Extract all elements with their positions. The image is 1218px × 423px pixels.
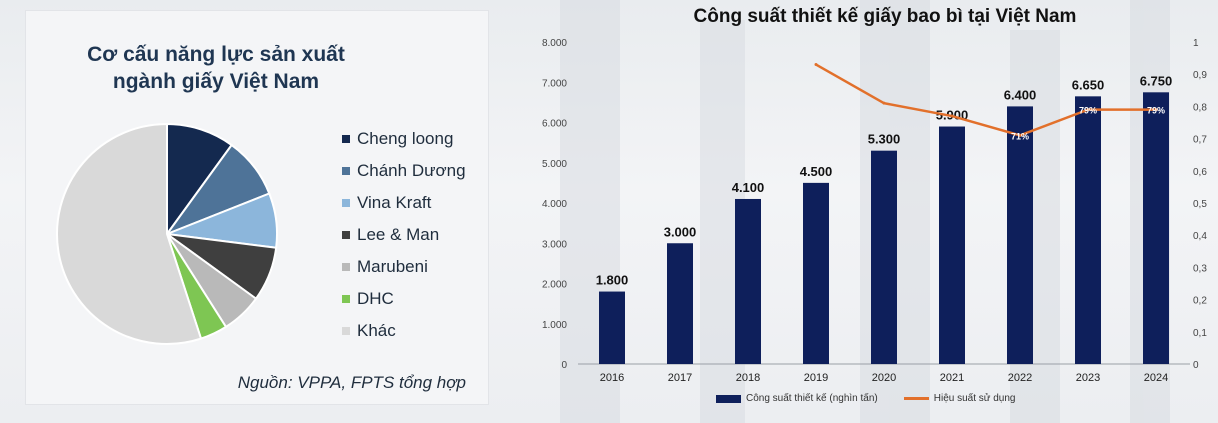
legend-swatch — [342, 263, 350, 271]
right-axis-tick: 0,8 — [1193, 102, 1207, 113]
efficiency-point-2020 — [882, 101, 886, 105]
left-axis-tick: 2.000 — [542, 280, 567, 291]
left-axis-tick: 1.000 — [542, 320, 567, 331]
bar-2017 — [667, 243, 693, 364]
right-axis-tick: 1 — [1193, 38, 1199, 49]
legend-item-vina-kraft: Vina Kraft — [342, 187, 466, 219]
bar-2022 — [1007, 106, 1033, 365]
efficiency-point-2019 — [814, 63, 818, 67]
left-axis-tick: 4.000 — [542, 199, 567, 210]
legend-line-swatch — [903, 397, 929, 400]
bar-2016 — [599, 291, 625, 364]
efficiency-point-2022 — [1018, 133, 1022, 137]
left-axis-tick: 7.000 — [542, 78, 567, 89]
x-axis-tick: 2023 — [1076, 372, 1100, 384]
efficiency-data-label: 71% — [1011, 131, 1029, 141]
legend-label: Khác — [357, 321, 396, 340]
bar-value-label: 1.800 — [596, 273, 629, 288]
left-axis-tick: 5.000 — [542, 159, 567, 170]
left-axis-tick: 6.000 — [542, 119, 567, 130]
pie-source-note: Nguồn: VPPA, FPTS tổng hợp — [237, 373, 466, 392]
efficiency-point-2024 — [1154, 108, 1158, 112]
efficiency-point-2023 — [1086, 108, 1090, 112]
bar-value-label: 3.000 — [664, 224, 697, 239]
legend-label: Lee & Man — [357, 225, 440, 244]
bar-2024 — [1143, 92, 1169, 364]
legend-item-efficiency: Hiệu suất sử dụng — [903, 393, 1016, 404]
x-axis-tick: 2024 — [1144, 372, 1168, 384]
legend-item-capacity: Công suất thiết kế (nghìn tấn) — [716, 393, 878, 404]
legend-label: Cheng loong — [357, 129, 454, 148]
bar-2021 — [939, 126, 965, 365]
pie-chart-panel: Cơ cấu năng lực sản xuất ngành giấy Việt… — [25, 10, 489, 405]
x-axis-tick: 2021 — [940, 372, 964, 384]
legend-label: DHC — [357, 289, 394, 308]
bar-2018 — [735, 198, 761, 364]
right-axis-tick: 0 — [1193, 360, 1199, 371]
legend-swatch — [342, 167, 350, 175]
right-axis-tick: 0,5 — [1193, 199, 1207, 210]
right-axis-tick: 0,2 — [1193, 296, 1207, 307]
legend-item-cheng-loong: Cheng loong — [342, 123, 466, 155]
right-axis-tick: 0,3 — [1193, 263, 1207, 274]
bar-value-label: 6.650 — [1072, 77, 1105, 92]
right-axis-tick: 0,9 — [1193, 70, 1207, 81]
left-axis-tick: 0 — [561, 360, 567, 371]
efficiency-point-2021 — [950, 114, 954, 118]
legend-swatch — [342, 327, 350, 335]
legend-label: Marubeni — [357, 257, 428, 276]
right-axis-tick: 0,1 — [1193, 328, 1207, 339]
bar-2019 — [803, 182, 829, 364]
legend-label: Vina Kraft — [357, 193, 432, 212]
left-axis-tick: 8.000 — [542, 38, 567, 49]
bar-value-label: 6.400 — [1004, 87, 1037, 102]
pie-slice-khac — [56, 122, 203, 345]
pie-chart — [56, 122, 278, 345]
bar-2023 — [1075, 96, 1101, 365]
x-axis-tick: 2019 — [804, 372, 828, 384]
legend-bar-swatch — [716, 394, 741, 403]
x-axis-tick: 2016 — [600, 372, 624, 384]
x-axis-tick: 2020 — [872, 372, 896, 384]
bar-value-label: 4.500 — [800, 164, 833, 179]
right-axis-tick: 0,6 — [1193, 167, 1207, 178]
efficiency-line — [815, 63, 1156, 137]
pie-chart-title: Cơ cấu năng lực sản xuất ngành giấy Việt… — [87, 43, 345, 93]
efficiency-data-label: 79% — [1147, 106, 1165, 116]
x-axis-tick: 2022 — [1008, 372, 1032, 384]
bar-chart-title: Công suất thiết kế giấy bao bì tại Việt … — [693, 6, 1077, 27]
x-axis-tick: 2018 — [736, 372, 760, 384]
legend-swatch — [342, 135, 350, 143]
left-axis-tick: 3.000 — [542, 239, 567, 250]
x-axis-tick: 2017 — [668, 372, 692, 384]
legend-item-khac: Khác — [342, 315, 466, 347]
legend-item-marubeni: Marubeni — [342, 251, 466, 283]
legend-item-chanh-duong: Chánh Dương — [342, 155, 466, 187]
legend-label-capacity: Công suất thiết kế (nghìn tấn) — [746, 393, 878, 404]
legend-swatch — [342, 231, 350, 239]
bar-value-label: 6.750 — [1140, 73, 1173, 88]
right-axis-tick: 0,7 — [1193, 135, 1207, 146]
legend-swatch — [342, 199, 350, 207]
legend-label: Chánh Dương — [357, 161, 466, 180]
bar-value-label: 5.300 — [868, 132, 901, 147]
legend-item-dhc: DHC — [342, 283, 466, 315]
legend-item-lee-man: Lee & Man — [342, 219, 466, 251]
pie-legend: Cheng loong Chánh Dương Vina Kraft Lee & Ma… — [342, 123, 466, 347]
legend-label-efficiency: Hiệu suất sử dụng — [933, 393, 1016, 404]
bar-2020 — [871, 150, 897, 364]
right-axis-tick: 0,4 — [1193, 231, 1207, 242]
efficiency-data-label: 79% — [1079, 106, 1097, 116]
legend-swatch — [342, 295, 350, 303]
bar-value-label: 4.100 — [732, 180, 765, 195]
bar-chart-legend: Công suất thiết kế (nghìn tấn) Hiệu suất… — [716, 393, 1042, 404]
